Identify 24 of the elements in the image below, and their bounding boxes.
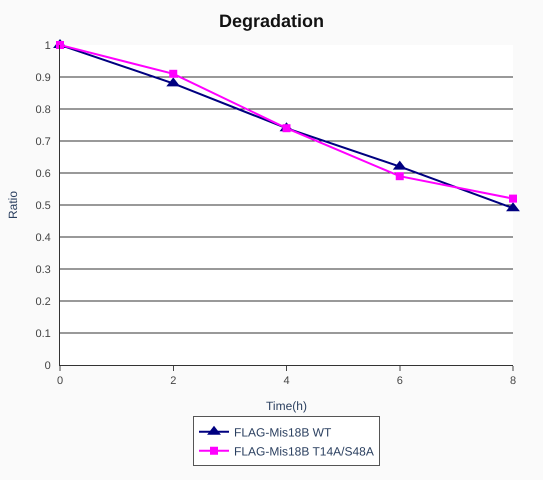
x-tick-label: 2	[170, 375, 176, 388]
y-axis-title: Ratio	[6, 190, 20, 220]
y-tick-label: 0.9	[36, 72, 51, 84]
y-tick-label: 0.4	[36, 232, 51, 244]
y-tick-label: 0	[44, 360, 51, 372]
y-tick-label: 0.7	[36, 136, 51, 148]
point	[169, 70, 178, 78]
legend-label: FLAG-Mis18B WT	[234, 425, 332, 440]
point	[396, 172, 404, 180]
x-tick-label: 0	[56, 375, 64, 388]
x-tick-label: 4	[283, 375, 290, 388]
legend-label: FLAG-Mis18B T14A/S48A	[234, 444, 374, 458]
y-tick-label: 0.5	[36, 200, 51, 212]
chart-title: Degradation	[218, 11, 324, 31]
y-tick-label: 0.2	[36, 296, 51, 308]
point	[509, 194, 517, 203]
x-tick-label: 8	[510, 375, 516, 388]
y-tick-label: 0.6	[36, 168, 51, 180]
y-tick-label: 0.1	[36, 328, 51, 340]
y-tick-label: 0.3	[36, 264, 51, 276]
y-tick-label: 0.8	[36, 104, 51, 116]
x-tick-label: 6	[396, 375, 403, 388]
x-axis-title: Time(h)	[266, 399, 307, 414]
y-tick-label: 1	[44, 40, 51, 52]
